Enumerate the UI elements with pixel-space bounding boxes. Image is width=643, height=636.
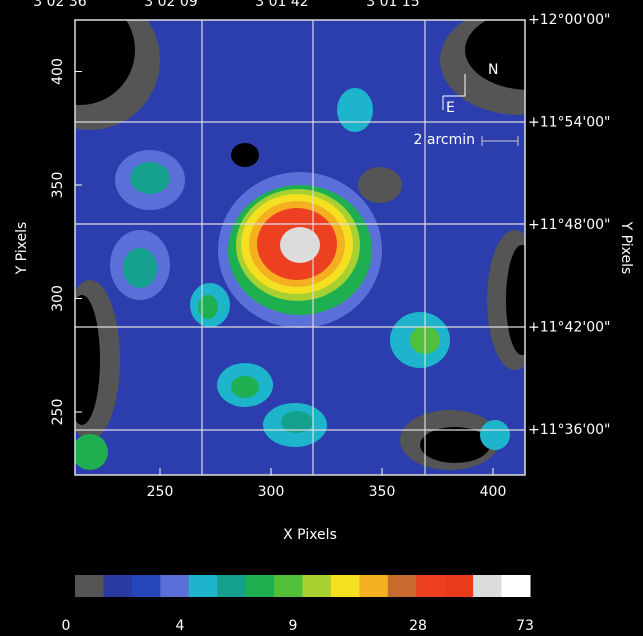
right-tick-label: +12°00'00"	[528, 12, 610, 28]
x-tick-label: 300	[258, 484, 285, 500]
top-tick-label: 3 02 36	[33, 0, 87, 10]
east-label: E	[446, 100, 455, 116]
colorbar-segment	[388, 575, 417, 597]
colorbar-segment	[331, 575, 360, 597]
x-axis-label: X Pixels	[283, 527, 337, 543]
top-tick-label: 3 01 42	[255, 0, 308, 10]
colorbar-segment	[303, 575, 332, 597]
top-tick-label: 3 02 09	[144, 0, 197, 10]
figure: N E 2 arcmin X Pixels Y Pixels Y Pixels …	[0, 0, 643, 636]
colorbar-label: 28	[409, 618, 427, 634]
y-tick-label: 400	[50, 58, 66, 85]
scale-label: 2 arcmin	[414, 132, 475, 148]
colorbar-label: 73	[516, 618, 534, 634]
x-tick-label: 400	[480, 484, 507, 500]
x-tick-label: 350	[369, 484, 396, 500]
colorbar-segment	[160, 575, 189, 597]
colorbar-segment	[75, 575, 104, 597]
colorbar-label: 0	[62, 618, 71, 634]
colorbar-segment	[274, 575, 303, 597]
right-tick-label: +11°42'00"	[528, 320, 610, 336]
colorbar-segment	[502, 575, 531, 597]
y-tick-label: 300	[50, 285, 66, 312]
right-tick-label: +11°48'00"	[528, 217, 610, 233]
colorbar-segment	[246, 575, 275, 597]
colorbar-segment	[445, 575, 474, 597]
colorbar-segment	[473, 575, 502, 597]
image	[20, 0, 600, 475]
top-tick-label: 3 01 15	[366, 0, 419, 10]
right-tick-label: +11°54'00"	[528, 115, 610, 131]
colorbar-segment	[416, 575, 445, 597]
y-tick-label: 350	[50, 172, 66, 199]
colorbar-segment	[132, 575, 161, 597]
right-axis-label: Y Pixels	[618, 221, 634, 275]
right-tick-label: +11°36'00"	[528, 422, 610, 438]
colorbar-segment	[359, 575, 388, 597]
colorbar-segment	[103, 575, 132, 597]
colorbar-segment	[189, 575, 218, 597]
colorbar-label: 4	[176, 618, 185, 634]
y-tick-label: 250	[50, 399, 66, 426]
north-label: N	[488, 62, 498, 78]
y-axis-label: Y Pixels	[14, 222, 30, 276]
colorbar-label: 9	[289, 618, 298, 634]
colorbar-segment	[217, 575, 246, 597]
x-tick-label: 250	[147, 484, 174, 500]
